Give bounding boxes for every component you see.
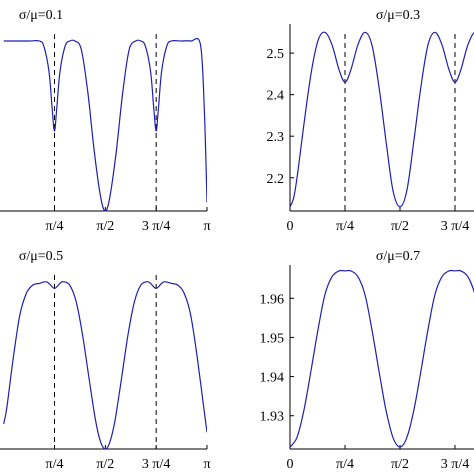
x-tick-label: 0	[287, 219, 294, 234]
series-line	[290, 269, 474, 448]
x-tick-label: π/4	[336, 457, 354, 472]
panel-title: σ/μ=0.1	[19, 8, 63, 23]
x-tick-label: π/2	[96, 457, 114, 472]
y-tick-label: 1.94	[260, 371, 285, 386]
series-line	[290, 31, 474, 208]
x-tick-label: 3 π/4	[441, 219, 469, 234]
x-tick-label: π	[203, 457, 210, 472]
panel-3: σ/μ=0.7 0 π/4 π/2 3 π/4 1.93 1.94 1.95 1.96	[260, 249, 474, 472]
series-line	[3, 37, 207, 212]
x-tick-label: π/4	[46, 457, 64, 472]
x-tick-label: π/4	[46, 219, 64, 234]
y-tick-label: 2.2	[267, 172, 285, 187]
panel-0: σ/μ=0.1 π/4 π/2 3 π/4 π	[0, 8, 211, 234]
y-tick-label: 2.4	[267, 89, 285, 104]
y-tick-label: 1.96	[260, 292, 285, 307]
panel-title: σ/μ=0.3	[376, 8, 420, 23]
y-tick-label: 1.95	[260, 331, 285, 346]
x-tick-label: π/2	[96, 219, 114, 234]
x-tick-label: 0	[287, 457, 294, 472]
y-tick-label: 2.3	[267, 130, 285, 145]
x-tick-label: 3 π/4	[441, 457, 469, 472]
x-tick-label: π/2	[391, 457, 409, 472]
panel-1: σ/μ=0.3 0 π/4 π/2 3 π/4 2.2 2.3 2.4 2.5	[267, 8, 474, 234]
panel-title: σ/μ=0.7	[376, 249, 420, 264]
x-tick-label: 3 π/4	[142, 219, 170, 234]
panel-title: σ/μ=0.5	[19, 249, 63, 264]
series-line	[3, 281, 207, 450]
x-tick-label: π/4	[336, 219, 354, 234]
panel-2: σ/μ=0.5 π/4 π/2 3 π/4 π	[0, 249, 211, 472]
x-tick-label: π	[203, 219, 210, 234]
y-tick-label: 2.5	[267, 47, 285, 62]
x-tick-label: π/2	[391, 219, 409, 234]
x-tick-label: 3 π/4	[142, 457, 170, 472]
y-tick-label: 1.93	[260, 410, 285, 425]
